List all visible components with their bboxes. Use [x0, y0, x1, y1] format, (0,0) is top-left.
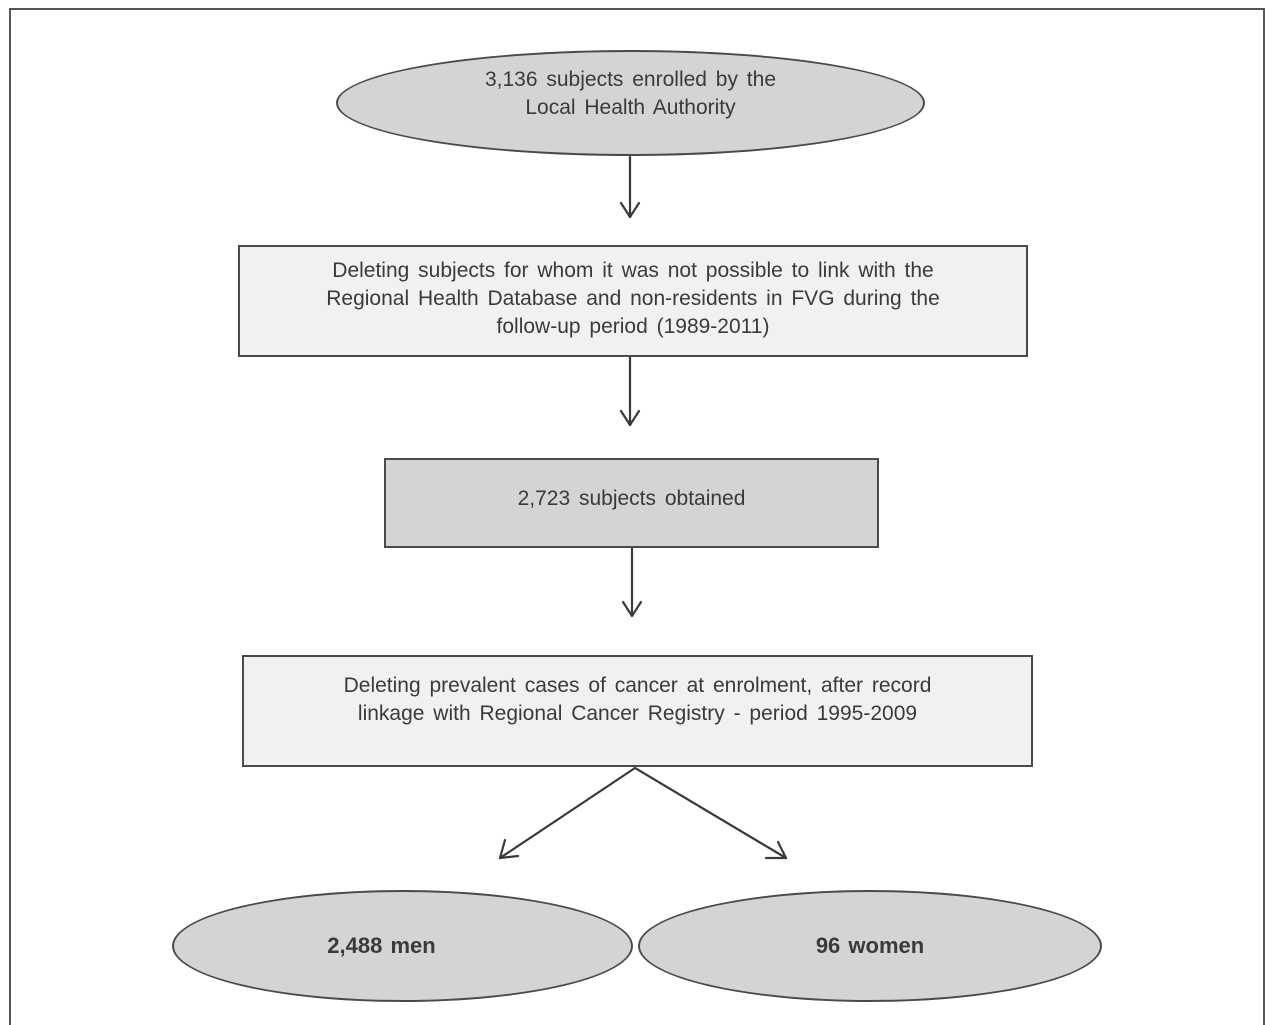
- men-node: 2,488 men: [172, 890, 633, 1002]
- arrow-obtained-to-deleting: [621, 546, 643, 618]
- arrow-enrolled-to-deleting: [619, 155, 641, 219]
- deleting-nonlinked-node: Deleting subjects for whom it was not po…: [238, 245, 1028, 357]
- subjects-obtained-node: 2,723 subjects obtained: [384, 458, 879, 548]
- arrow-to-women: [633, 766, 788, 860]
- women-node: 96 women: [638, 890, 1102, 1002]
- deleting-prevalent-node: Deleting prevalent cases of cancer at en…: [242, 655, 1033, 767]
- arrow-to-men: [498, 766, 637, 860]
- arrow-deleting-to-obtained: [619, 355, 641, 427]
- enrolled-subjects-node: 3,136 subjects enrolled by the Local Hea…: [336, 50, 925, 156]
